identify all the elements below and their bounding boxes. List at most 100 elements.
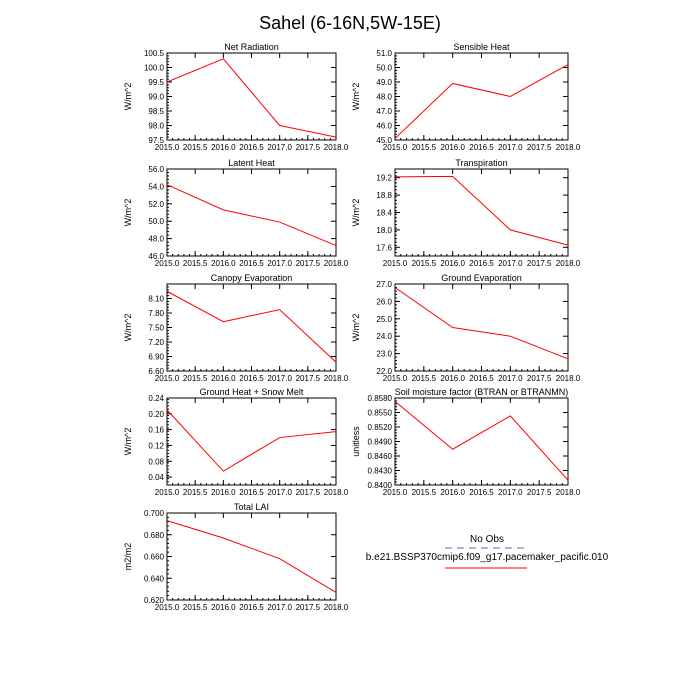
x-tick-label: 2018.0 <box>324 259 349 268</box>
panel-transpiration: Transpiration 2015.0 2015.5 2016.0 2016.5 201… <box>351 158 581 268</box>
panel-sensible-heat: Sensible Heat 2015.0 2015.5 2016.0 2016.5 201… <box>351 42 581 152</box>
y-axis-label: W/m^2 <box>123 199 133 227</box>
y-tick-label: 51.0 <box>376 49 392 58</box>
y-tick-label: 48.0 <box>376 93 392 102</box>
y-tick-label: 7.20 <box>148 338 164 347</box>
x-tick-label: 2015.5 <box>412 259 437 268</box>
panel-title: Net Radiation <box>224 42 279 52</box>
x-tick-label: 2015.5 <box>183 374 208 383</box>
x-tick-label: 2015.5 <box>412 143 437 152</box>
x-tick-label: 2017.0 <box>498 488 523 497</box>
y-tick-label: 22.0 <box>376 367 392 376</box>
x-tick-label: 2016.0 <box>211 488 236 497</box>
x-tick-label: 2015.0 <box>383 143 408 152</box>
x-tick-label: 2015.0 <box>155 488 180 497</box>
panel-title: Canopy Evaporation <box>211 273 293 283</box>
y-tick-label: 0.12 <box>148 441 164 450</box>
x-tick-label: 2016.0 <box>440 374 465 383</box>
x-tick-label: 2015.5 <box>183 259 208 268</box>
x-tick-label: 2017.5 <box>527 374 552 383</box>
y-tick-label: 0.04 <box>148 473 164 482</box>
x-tick-label: 2017.0 <box>267 259 292 268</box>
y-axis-label: W/m^2 <box>123 428 133 456</box>
y-tick-label: 0.660 <box>144 553 165 562</box>
y-tick-label: 0.20 <box>148 410 164 419</box>
x-tick-label: 2017.5 <box>296 488 321 497</box>
x-tick-label: 2016.0 <box>211 259 236 268</box>
x-tick-label: 2017.0 <box>267 603 292 612</box>
y-axis-label: W/m^2 <box>351 83 361 111</box>
series-line <box>394 287 569 360</box>
y-tick-label: 25.0 <box>376 315 392 324</box>
y-tick-label: 8.10 <box>148 295 164 304</box>
x-tick-label: 2016.0 <box>440 143 465 152</box>
y-tick-label: 54.0 <box>148 182 164 191</box>
y-tick-label: 0.680 <box>144 531 165 540</box>
x-tick-label: 2015.5 <box>183 488 208 497</box>
panel-title: Ground Heat + Snow Melt <box>200 387 304 397</box>
plot-frame <box>166 168 337 257</box>
panel-title: Soil moisture factor (BTRAN or BTRANMN) <box>395 387 569 397</box>
y-tick-label: 0.8550 <box>368 409 393 418</box>
figure-title: Sahel (6-16N,5W-15E) <box>259 13 441 33</box>
x-tick-label: 2015.5 <box>412 488 437 497</box>
panel-ground-heat-snow-melt: Ground Heat + Snow Melt 2015.0 2015.5 2016.… <box>123 387 349 497</box>
plot-frame <box>166 397 337 486</box>
y-tick-label: 0.16 <box>148 426 164 435</box>
x-tick-label: 2018.0 <box>324 488 349 497</box>
y-tick-label: 18.4 <box>376 209 392 218</box>
x-tick-label: 2015.0 <box>155 259 180 268</box>
x-tick-label: 2017.5 <box>527 488 552 497</box>
panel-title: Latent Heat <box>228 158 275 168</box>
y-tick-label: 98.5 <box>148 107 164 116</box>
series-line <box>166 58 337 138</box>
panel-ground-evaporation: Ground Evaporation 2015.0 2015.5 2016.0 2016… <box>351 273 581 383</box>
y-tick-label: 0.8460 <box>368 452 393 461</box>
y-tick-label: 49.0 <box>376 78 392 87</box>
x-tick-label: 2015.5 <box>183 603 208 612</box>
y-axis-label: W/m^2 <box>123 83 133 111</box>
series-line <box>394 175 569 246</box>
x-tick-label: 2018.0 <box>556 259 581 268</box>
y-tick-label: 0.8580 <box>368 394 393 403</box>
x-tick-label: 2018.0 <box>556 488 581 497</box>
y-tick-label: 50.0 <box>148 217 164 226</box>
plot-frame <box>166 52 337 141</box>
x-tick-label: 2018.0 <box>324 603 349 612</box>
y-axis-label: unitless <box>351 426 361 457</box>
panel-title: Transpiration <box>455 158 507 168</box>
y-axis-label: W/m^2 <box>123 314 133 342</box>
y-tick-label: 24.0 <box>376 332 392 341</box>
y-tick-label: 27.0 <box>376 280 392 289</box>
y-tick-label: 18.8 <box>376 191 392 200</box>
series-line <box>166 520 337 593</box>
panel-title: Sensible Heat <box>453 42 510 52</box>
series-line <box>166 290 337 363</box>
y-tick-label: 0.700 <box>144 509 165 518</box>
y-tick-label: 100.0 <box>144 64 165 73</box>
y-tick-label: 6.60 <box>148 367 164 376</box>
x-tick-label: 2016.0 <box>211 603 236 612</box>
plot-frame <box>394 168 569 257</box>
x-tick-label: 2017.5 <box>296 374 321 383</box>
x-tick-label: 2017.5 <box>527 143 552 152</box>
y-tick-label: 98.0 <box>148 122 164 131</box>
y-tick-label: 17.6 <box>376 243 392 252</box>
plot-frame <box>394 52 569 141</box>
plot-frame <box>394 283 569 372</box>
series-line <box>394 64 569 139</box>
y-tick-label: 0.8400 <box>368 481 393 490</box>
x-tick-label: 2017.0 <box>498 143 523 152</box>
x-tick-label: 2017.5 <box>527 259 552 268</box>
x-tick-label: 2018.0 <box>324 143 349 152</box>
y-tick-label: 99.0 <box>148 93 164 102</box>
series-line <box>166 409 337 472</box>
x-tick-label: 2016.5 <box>469 374 494 383</box>
plot-frame <box>394 397 569 486</box>
x-tick-label: 2015.0 <box>383 374 408 383</box>
y-tick-label: 0.8520 <box>368 423 393 432</box>
y-tick-label: 47.0 <box>376 107 392 116</box>
panel-title: Total LAI <box>234 502 269 512</box>
